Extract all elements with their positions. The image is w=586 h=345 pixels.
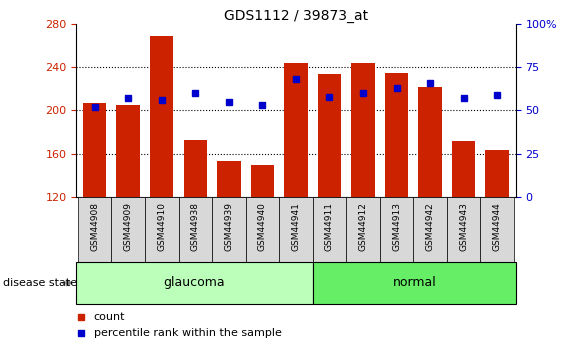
Bar <box>111 197 145 262</box>
Text: GSM44940: GSM44940 <box>258 202 267 251</box>
Bar <box>217 161 241 197</box>
Bar <box>481 197 514 262</box>
Bar <box>78 197 111 262</box>
Bar <box>485 150 509 197</box>
Bar <box>251 165 274 197</box>
Bar <box>279 197 313 262</box>
Text: GSM44910: GSM44910 <box>157 202 166 251</box>
Bar <box>150 36 173 197</box>
Text: GSM44938: GSM44938 <box>191 202 200 251</box>
Bar <box>246 197 279 262</box>
Bar <box>313 262 516 304</box>
Text: GSM44944: GSM44944 <box>493 202 502 251</box>
Bar <box>418 87 442 197</box>
Bar <box>452 141 475 197</box>
Bar <box>284 63 308 197</box>
Text: GDS1112 / 39873_at: GDS1112 / 39873_at <box>224 9 368 23</box>
Bar <box>183 139 207 197</box>
Text: GSM44941: GSM44941 <box>291 202 301 251</box>
Text: GSM44942: GSM44942 <box>425 202 435 251</box>
Text: normal: normal <box>393 276 436 289</box>
Text: glaucoma: glaucoma <box>163 276 226 289</box>
Bar <box>351 63 375 197</box>
Text: GSM44911: GSM44911 <box>325 202 334 251</box>
Bar <box>318 74 341 197</box>
Text: GSM44913: GSM44913 <box>392 202 401 251</box>
Text: GSM44908: GSM44908 <box>90 202 99 251</box>
Bar <box>313 197 346 262</box>
Text: GSM44943: GSM44943 <box>459 202 468 251</box>
Text: count: count <box>94 313 125 322</box>
Text: disease state: disease state <box>3 278 77 288</box>
Bar <box>212 197 246 262</box>
Bar <box>83 103 107 197</box>
Text: GSM44909: GSM44909 <box>124 202 132 251</box>
Text: GSM44912: GSM44912 <box>359 202 367 251</box>
Bar <box>413 197 447 262</box>
Bar <box>385 73 408 197</box>
Bar <box>76 262 313 304</box>
Bar <box>117 105 140 197</box>
Bar <box>145 197 179 262</box>
Text: GSM44939: GSM44939 <box>224 202 233 251</box>
Bar <box>380 197 413 262</box>
Text: percentile rank within the sample: percentile rank within the sample <box>94 328 282 338</box>
Bar <box>346 197 380 262</box>
Bar <box>447 197 481 262</box>
Bar <box>179 197 212 262</box>
